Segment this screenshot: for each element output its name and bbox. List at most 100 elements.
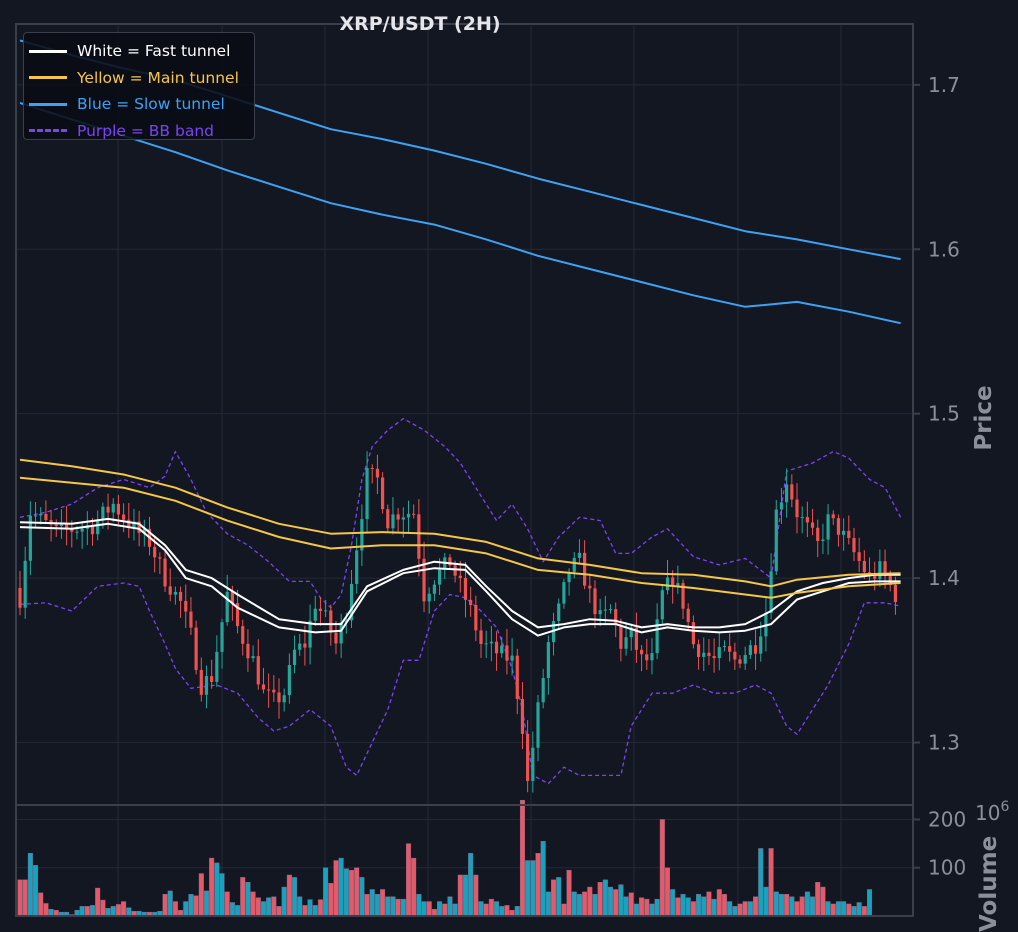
candle-body [645, 654, 649, 661]
volume-bar [519, 799, 525, 917]
volume-bar [43, 903, 49, 917]
candle-body [717, 647, 721, 659]
volume-bar [649, 903, 655, 917]
legend-swatch-slow [29, 102, 67, 106]
volume-bar [260, 901, 266, 917]
price-tick-label: 1.4 [928, 566, 960, 590]
candle-body [862, 560, 866, 573]
candle-body [640, 649, 644, 655]
candle-body [365, 467, 369, 520]
volume-tick-label: 200 [928, 807, 966, 831]
volume-bar [281, 886, 287, 917]
candle-body [412, 513, 416, 515]
volume-bar [582, 891, 588, 917]
candle-body [267, 689, 271, 691]
candle-body [759, 636, 763, 654]
candle-body [671, 577, 675, 587]
volume-bar [38, 892, 44, 917]
volume-bar [84, 906, 90, 917]
legend-item-fast: White = Fast tunnel [24, 38, 254, 65]
volume-bar [644, 898, 650, 917]
volume-bar [193, 895, 199, 917]
volume-bar [535, 853, 541, 917]
candle-body [686, 608, 690, 623]
candle-body [153, 546, 157, 558]
candle-body [531, 747, 535, 781]
candle-body [831, 514, 835, 519]
candle-body [184, 600, 188, 612]
candle-body [261, 684, 266, 690]
candle-body [453, 565, 457, 576]
candle-body [178, 591, 183, 601]
volume-bar [851, 906, 857, 917]
volume-bar [457, 874, 463, 917]
volume-bar [530, 860, 536, 917]
candle-body [500, 645, 504, 654]
volume-bar [835, 901, 841, 917]
price-axis: 1.3 1.4 1.5 1.6 1.7 [913, 73, 960, 755]
volume-bar [385, 896, 391, 917]
candle-body [873, 574, 877, 579]
candle-body [75, 531, 79, 533]
volume-bar [105, 908, 111, 917]
candle-body [396, 514, 400, 520]
candle-body [588, 585, 592, 589]
volume-bar [804, 891, 810, 917]
price-tick-label: 1.5 [928, 402, 960, 426]
candle-body [603, 609, 607, 611]
candle-body [458, 575, 462, 578]
fast-tunnel-line [19, 517, 901, 629]
volume-bar [778, 894, 784, 917]
volume-bar [333, 860, 339, 917]
volume-bar [110, 906, 116, 917]
candle-body [427, 593, 431, 602]
volume-bar [271, 896, 277, 917]
volume-bar [400, 898, 406, 917]
volume-bar [447, 896, 453, 917]
volume-bar [696, 894, 702, 917]
candle-body [857, 552, 861, 561]
volume-bar [665, 867, 671, 917]
legend-swatch-bb [29, 129, 67, 133]
volume-bar [483, 903, 489, 917]
candle-body [515, 655, 519, 699]
candle-body [598, 610, 602, 615]
candle-body [567, 571, 571, 583]
candle-body [70, 528, 74, 532]
candle-body [80, 528, 84, 532]
volume-bar [540, 840, 546, 917]
price-tick-label: 1.3 [928, 731, 960, 755]
volume-bar [825, 901, 831, 917]
candle-body [489, 641, 493, 644]
candle-body [696, 644, 701, 657]
volume-bar [861, 906, 867, 917]
candle-body [463, 577, 468, 600]
volume-bar [514, 906, 520, 917]
volume-bar [576, 894, 582, 917]
volume-bar [830, 903, 836, 917]
volume-bar [380, 889, 386, 917]
volume-bar [473, 874, 479, 917]
candle-body [738, 659, 742, 664]
candle-body [707, 652, 711, 656]
volume-bar [680, 894, 686, 917]
candle-body [381, 477, 385, 510]
candle-body [189, 611, 193, 628]
volume-bar [209, 857, 215, 917]
candle-body [33, 515, 38, 517]
candle-body [272, 689, 276, 693]
legend-label-bb: Purple = BB band [77, 121, 214, 140]
candle-body [883, 561, 887, 577]
candle-body [624, 637, 628, 649]
volume-bar [395, 898, 401, 917]
candle-body [484, 643, 488, 645]
volume-axis: 100 200 [913, 807, 966, 880]
candle-body [852, 538, 856, 553]
candle-body [230, 591, 234, 604]
candle-body [127, 519, 131, 528]
volume-bar [276, 906, 282, 917]
legend-label-slow: Blue = Slow tunnel [77, 95, 225, 114]
volume-bar [421, 901, 427, 917]
candle-body [96, 519, 100, 535]
volume-bar [442, 903, 448, 917]
